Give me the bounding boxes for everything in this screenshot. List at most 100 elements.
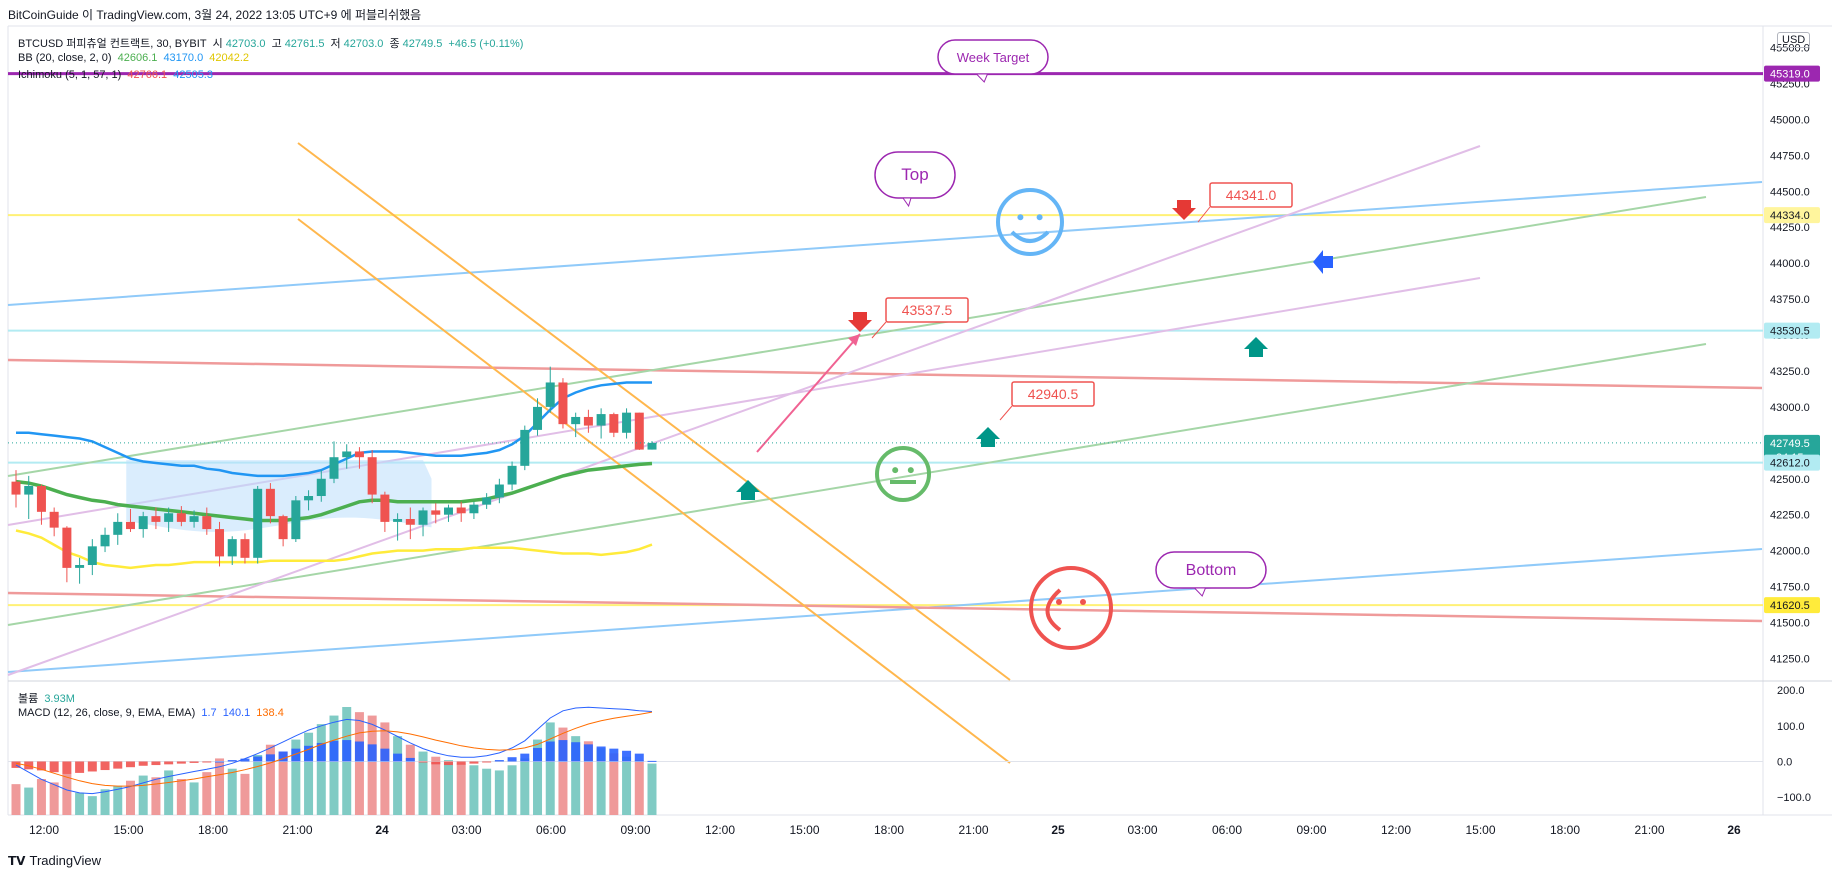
time-tick-label: 12:00 [1381,823,1411,837]
candle-body [558,382,568,425]
macd-histogram-bar [622,750,632,762]
time-tick-label: 18:00 [1550,823,1580,837]
trend-line [7,358,1763,390]
macd-histogram-bar [138,761,148,766]
volume-bar [164,770,174,815]
bottom-tail [1193,587,1207,597]
macd-line-value: 140.1 [222,707,251,719]
macd-histogram-bar [367,744,377,762]
time-tick-label: 09:00 [1296,823,1326,837]
time-tick-label: 21:00 [1634,823,1664,837]
time-tick-label: 18:00 [874,823,904,837]
volume-bar [189,782,199,815]
price-label-box [1764,322,1820,339]
price-tick-label: 44750.0 [1770,150,1810,162]
candle-body [151,516,161,522]
annotations[interactable]: Week Target Top Bottom 44341.0 43537.5 42940.… [736,39,1333,650]
volume-bar [507,765,517,815]
candle-body [176,513,186,522]
arrow-up-icon [976,427,1000,447]
volume-value: 3.93M [44,693,75,705]
candle-body [456,507,466,514]
candle-body [596,414,606,426]
time-tick-label: 15:00 [789,823,819,837]
volume-bar [100,789,110,815]
volume-bar [202,772,212,815]
candle-body [189,516,199,522]
candle-body [482,497,492,505]
macd-tick-label: −100.0 [1777,792,1811,804]
volume-bar [215,758,225,815]
projection-arrow-line [756,333,861,453]
arrow-left-icon [1313,250,1333,274]
arrow-down-icon [1172,200,1196,220]
price-label-text: 43530.5 [1770,326,1810,338]
macd-histogram-bar [494,760,504,762]
macd-histogram-bar [596,746,606,762]
macd-histogram-bar [647,760,657,762]
volume-bar [87,796,97,815]
price-tick-label: 43000.0 [1770,402,1810,414]
macd-histogram-bar [215,761,225,763]
candle-body [49,511,59,528]
candle-body [571,416,581,425]
neutral-face-icon-eye [892,467,899,474]
price-label-box [1764,454,1820,471]
time-tick-label: 03:00 [451,823,481,837]
candle-body [304,496,314,501]
macd-line [15,706,653,795]
volume-bar [138,775,148,815]
candlesticks [8,366,1763,584]
price-tick-label: 41500.0 [1770,618,1810,630]
candle-body [583,416,593,426]
time-tick-label: 15:00 [1465,823,1495,837]
open-label: 시 [212,38,223,50]
sad-face-icon [1029,566,1113,650]
candle-body [622,412,632,433]
price-axis[interactable]: 45500.045250.045000.044750.044500.044250… [1764,43,1820,805]
macd-histogram-bar [507,757,517,762]
open-value: 42703.0 [225,38,266,50]
callout-42940-pointer [999,405,1013,421]
symbol-legend: BTCUSD 퍼피츄얼 컨트랙트, 30, BYBIT 시 42703.0 고 42… [18,35,526,51]
volume-bar [596,748,606,815]
macd-histogram-bar [49,761,59,773]
price-tick-label: 41250.0 [1770,653,1810,665]
candle-body [634,412,644,450]
candle-body [24,485,34,495]
candle-body [533,406,543,430]
volume-bar [482,768,492,815]
arrow-down-icon [848,312,872,332]
time-axis[interactable]: 12:00 15:00 18:00 21:00 24 03:00 06:00 09:00 12:… [29,823,1741,837]
candle-body [520,429,530,466]
volume-bar [647,763,657,815]
volume-bar [494,770,504,815]
callout-43537-text: 43537.5 [902,302,953,318]
volume-bar [316,724,326,815]
candle-body [87,546,97,566]
volume-bar [329,715,339,815]
time-tick-label: 12:00 [29,823,59,837]
macd-histogram-bar [227,760,237,762]
candle-body [164,513,174,522]
high-label: 고 [271,38,282,50]
volume-bar [265,744,275,815]
volume-bar [634,760,644,815]
macd-signal-line [15,711,653,787]
macd-histogram-bar [329,740,339,762]
candle-body [380,494,390,522]
trend-line [7,145,1481,676]
currency-button[interactable]: USD [1777,32,1811,48]
change-value: +46.5 (+0.11%) [448,38,524,50]
candle-body [431,510,441,515]
macd-histogram-bar [100,761,110,771]
macd-histogram-bar [443,761,453,766]
macd-histogram-bar [304,745,314,762]
macd-histogram-bar [291,748,301,762]
volume-bar [240,773,250,815]
drawing-lines[interactable] [7,72,1763,764]
sad-face-icon-eye [1080,599,1086,605]
macd-histogram-bar [380,748,390,762]
volume-bar [113,785,123,815]
